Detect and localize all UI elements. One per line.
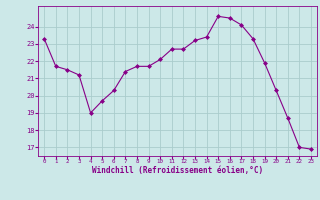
X-axis label: Windchill (Refroidissement éolien,°C): Windchill (Refroidissement éolien,°C) (92, 166, 263, 175)
